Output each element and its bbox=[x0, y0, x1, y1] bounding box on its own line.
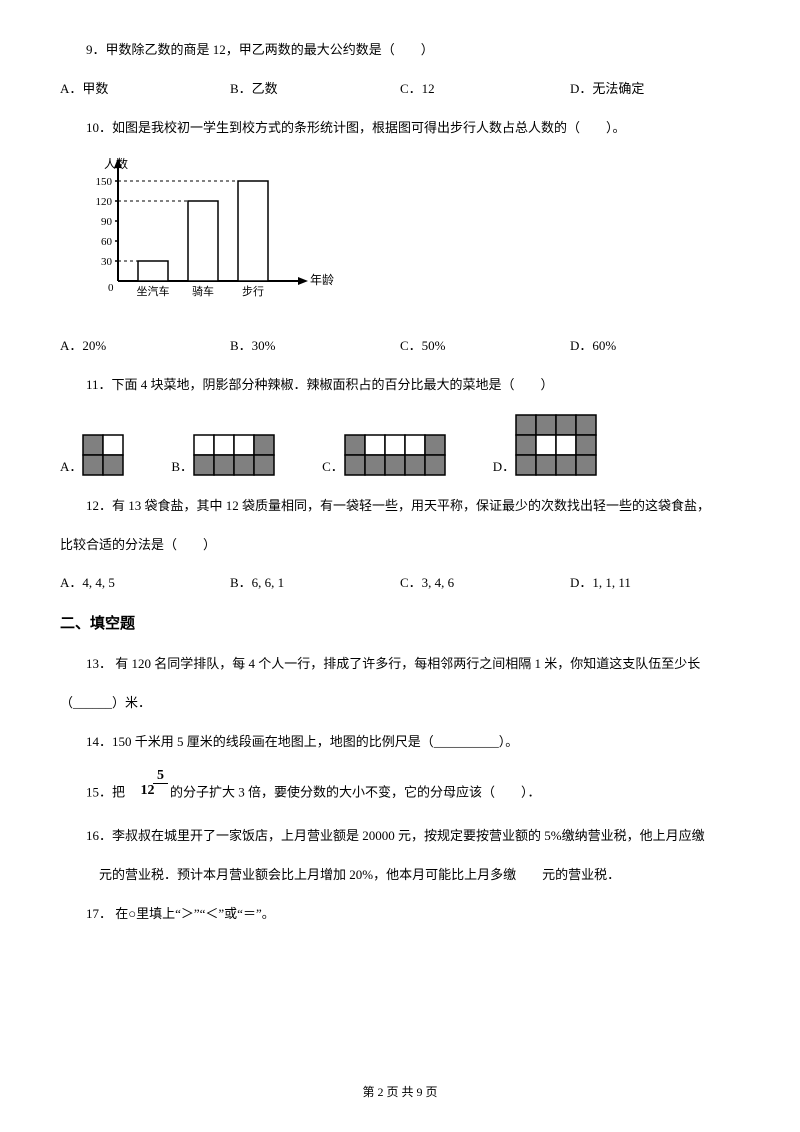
q15-t1: 15．把 bbox=[86, 784, 125, 799]
q10-bar-chart: 人数 0 306090120150 坐汽车骑车步行 年龄 bbox=[80, 156, 740, 318]
svg-text:150: 150 bbox=[96, 176, 113, 188]
q11-grids: A． B． C． bbox=[60, 414, 740, 478]
q13-text2: （______）米． bbox=[60, 693, 740, 714]
q11-grid-d bbox=[515, 414, 599, 478]
q17-text: 17． 在○里填上“＞”“＜”或“＝”。 bbox=[60, 904, 740, 925]
q15-text: 15．把512的分子扩大 3 倍，要使分数的大小不变，它的分母应该（ ）． bbox=[60, 778, 740, 809]
q13-text1: 13． 有 120 名同学排队，每 4 个人一行，排成了许多行，每相邻两行之间相… bbox=[60, 654, 740, 675]
q11-label-d: D． bbox=[493, 457, 515, 478]
svg-text:年龄: 年龄 bbox=[310, 273, 334, 287]
q11-grid-c bbox=[344, 434, 448, 478]
q16-text1: 16．李叔叔在城里开了一家饭店，上月营业额是 20000 元，按规定要按营业额的… bbox=[60, 826, 740, 847]
q12-opt-d: D．1, 1, 11 bbox=[570, 573, 740, 594]
q10-options: A．20% B．30% C．50% D．60% bbox=[60, 336, 740, 357]
svg-text:0: 0 bbox=[108, 282, 114, 294]
q9-opt-b: B．乙数 bbox=[230, 79, 400, 100]
svg-text:120: 120 bbox=[96, 196, 113, 208]
svg-text:60: 60 bbox=[101, 236, 113, 248]
q9-options: A．甲数 B．乙数 C．12 D．无法确定 bbox=[60, 79, 740, 100]
q12-opt-c: C．3, 4, 6 bbox=[400, 573, 570, 594]
q15-fraction: 512 bbox=[127, 768, 168, 799]
q14-text: 14．150 千米用 5 厘米的线段画在地图上，地图的比例尺是（________… bbox=[60, 732, 740, 753]
q12-opt-b: B．6, 6, 1 bbox=[230, 573, 400, 594]
q12-options: A．4, 4, 5 B．6, 6, 1 C．3, 4, 6 D．1, 1, 11 bbox=[60, 573, 740, 594]
q11-grid-a bbox=[82, 434, 126, 478]
q12-text2: 比较合适的分法是（ ） bbox=[60, 535, 740, 556]
q12-text: 12．有 13 袋食盐，其中 12 袋质量相同，有一袋轻一些，用天平称，保证最少… bbox=[60, 496, 740, 517]
q9-opt-d: D．无法确定 bbox=[570, 79, 740, 100]
q10-opt-a: A．20% bbox=[60, 336, 230, 357]
section2-title: 二、填空题 bbox=[60, 612, 740, 636]
svg-text:坐汽车: 坐汽车 bbox=[137, 284, 170, 298]
q9-text: 9．甲数除乙数的商是 12，甲乙两数的最大公约数是（ ） bbox=[60, 40, 740, 61]
q10-opt-b: B．30% bbox=[230, 336, 400, 357]
q15-t2: 的分子扩大 3 倍，要使分数的大小不变，它的分母应该（ ）． bbox=[170, 784, 541, 799]
q11-label-a: A． bbox=[60, 457, 82, 478]
svg-text:90: 90 bbox=[101, 216, 113, 228]
svg-text:骑车: 骑车 bbox=[192, 284, 214, 298]
svg-text:步行: 步行 bbox=[242, 285, 264, 298]
q11-grid-b bbox=[193, 434, 277, 478]
svg-text:30: 30 bbox=[101, 256, 113, 268]
q10-opt-d: D．60% bbox=[570, 336, 740, 357]
q11-text: 11．下面 4 块菜地，阴影部分种辣椒．辣椒面积占的百分比最大的菜地是（ ） bbox=[60, 375, 740, 396]
q12-opt-a: A．4, 4, 5 bbox=[60, 573, 230, 594]
page-footer: 第 2 页 共 9 页 bbox=[0, 1083, 800, 1102]
q10-text: 10．如图是我校初一学生到校方式的条形统计图，根据图可得出步行人数占总人数的（ … bbox=[60, 118, 740, 139]
q11-label-b: B． bbox=[171, 457, 193, 478]
q11-label-c: C． bbox=[322, 457, 344, 478]
q9-opt-c: C．12 bbox=[400, 79, 570, 100]
q9-opt-a: A．甲数 bbox=[60, 79, 230, 100]
q16-text2: 元的营业税．预计本月营业额会比上月增加 20%，他本月可能比上月多缴 元的营业税… bbox=[60, 865, 740, 886]
q10-opt-c: C．50% bbox=[400, 336, 570, 357]
